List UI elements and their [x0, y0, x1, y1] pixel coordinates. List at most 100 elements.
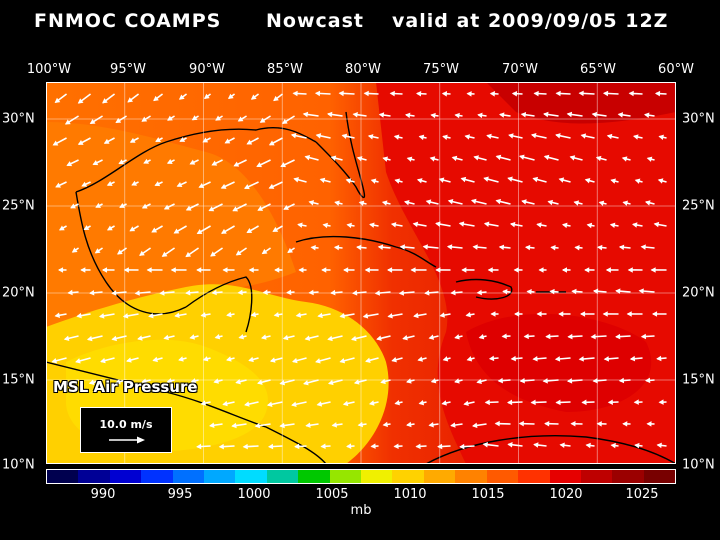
high-pressure-core: [486, 82, 676, 124]
wind-vector-head: [63, 379, 69, 386]
wind-vector-head: [581, 399, 587, 406]
wind-vector-head: [602, 311, 608, 317]
wind-vector-head: [154, 181, 161, 187]
wind-vector-head: [244, 184, 250, 190]
wind-vector-head: [645, 377, 651, 384]
wind-vector-head: [127, 97, 134, 103]
forecast-mode: Nowcast: [266, 10, 364, 32]
wind-vector-head: [450, 422, 456, 428]
wind-vector-head: [617, 112, 624, 118]
wind-vector-head: [555, 90, 561, 97]
wind-vector-head: [261, 248, 268, 255]
wind-vector-head: [88, 379, 95, 385]
wind-vector-head: [95, 202, 101, 208]
wind-vector-head: [633, 399, 639, 405]
wind-vector-head: [495, 198, 502, 205]
wind-vector-head: [597, 244, 603, 251]
wind-vector-head: [76, 312, 82, 319]
wind-vector-head: [559, 442, 565, 449]
map-border: [46, 82, 676, 464]
wind-vector-head: [63, 335, 70, 342]
wind-vector-head: [640, 244, 646, 250]
wind-vector-head: [631, 222, 638, 228]
wind-vector-head: [509, 221, 516, 228]
wind-vector-head: [365, 357, 371, 363]
wind-vector-head: [566, 378, 573, 384]
wind-vector-head: [215, 115, 221, 121]
wind-vector-head: [314, 90, 321, 97]
wind-vector-head: [315, 133, 322, 139]
wind-vector-head: [428, 334, 435, 340]
lat-label-10n-left: 10°N: [2, 457, 35, 473]
wind-vector-head: [102, 98, 108, 104]
wind-vector-head: [489, 91, 495, 97]
wind-vector-head: [370, 443, 376, 449]
wind-vector-head: [103, 138, 110, 144]
wind-vector-head: [507, 399, 513, 406]
wind-vector-head: [310, 244, 316, 251]
wind-vector-head: [382, 421, 388, 428]
wind-vector-head: [454, 112, 460, 119]
wind-vector-head: [519, 378, 525, 384]
colorbar-swatch: [392, 470, 424, 483]
wind-vector-head: [111, 335, 117, 342]
wind-vector-head: [362, 313, 369, 319]
wind-vector-head: [238, 334, 245, 340]
wind-reference-arrow: [109, 436, 145, 444]
lon-label-100w: 100°W: [26, 62, 72, 77]
wind-vector-head: [524, 244, 531, 251]
wind-vector-head: [532, 356, 538, 362]
wind-vector-head: [412, 221, 419, 228]
wind-vector-head: [170, 267, 176, 273]
wind-vector-head: [573, 200, 580, 206]
wind-vector-head: [439, 312, 445, 318]
wind-vector-head: [446, 244, 453, 250]
wind-vector-head: [363, 90, 369, 97]
wind-vector-head: [518, 420, 524, 427]
wind-vector-head: [380, 378, 386, 385]
wind-vector-head: [304, 335, 311, 341]
wind-vector-head: [303, 380, 309, 386]
lat-label-30n-right: 30°N: [682, 111, 715, 127]
wind-vector-head: [490, 311, 496, 317]
lat-label-20n-right: 20°N: [682, 285, 715, 301]
lon-label-65w: 65°W: [580, 62, 616, 77]
gulf-coast-north: [75, 127, 317, 193]
wind-vector-head: [650, 267, 656, 273]
wind-vector-head: [544, 420, 550, 427]
wind-vector-head: [586, 222, 593, 229]
wind-vector-head: [465, 311, 471, 318]
wind-vector-head: [152, 356, 158, 363]
wind-vector-head: [542, 378, 548, 384]
wind-vector-head: [454, 334, 460, 340]
colorbar-swatch: [329, 470, 362, 483]
wind-vector-head: [273, 95, 279, 102]
wind-vector-head: [209, 422, 215, 428]
wind-vector-head: [196, 443, 202, 450]
wind-vector-head: [615, 288, 621, 294]
wind-vector-head: [513, 267, 519, 273]
wind-vector-head: [364, 267, 370, 273]
lat-label-25n-right: 25°N: [682, 198, 715, 214]
wind-vector-head: [123, 267, 129, 273]
wind-vector-head: [610, 442, 616, 449]
wind-vector-head: [89, 290, 95, 296]
wind-vector-head: [341, 133, 348, 139]
wind-vector-head: [220, 228, 227, 234]
wind-vector-head: [497, 377, 503, 384]
colorbar-swatch: [580, 470, 613, 483]
wind-vector-head: [394, 178, 401, 184]
wind-vector-head: [494, 420, 500, 427]
wind-vector-head: [562, 222, 568, 229]
wind-vector-head: [141, 378, 147, 384]
wind-vector-head: [609, 222, 616, 229]
wind-vector-head: [101, 267, 108, 273]
wind-vector-head: [460, 176, 467, 183]
wind-vector-head: [602, 90, 609, 97]
wind-vector-head: [58, 267, 64, 273]
colorbar-label-995: 995: [167, 487, 193, 502]
wind-vector-head: [658, 399, 664, 405]
wind-vector-head: [463, 400, 469, 407]
wind-vector-head: [644, 112, 650, 118]
wind-vector-head: [292, 90, 298, 97]
